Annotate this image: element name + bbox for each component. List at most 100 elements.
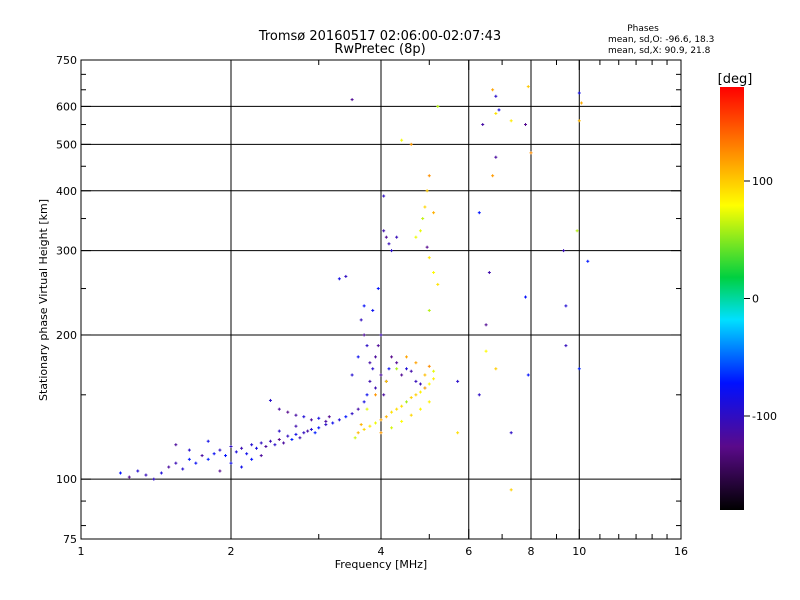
colorbar-ticks: 100 0 -100	[744, 175, 777, 423]
o-mode-echo-point	[376, 344, 380, 348]
x-mode-echo-point	[395, 367, 399, 371]
axis-ticks	[80, 59, 682, 540]
o-mode-echo-point	[418, 382, 422, 386]
o-mode-echo-point	[387, 367, 391, 371]
o-mode-echo-point	[359, 318, 363, 322]
y-tick-label: 200	[56, 329, 77, 342]
o-mode-echo-point	[526, 373, 530, 377]
o-mode-echo-point	[484, 323, 488, 327]
o-mode-echo-point	[376, 287, 380, 291]
x-tick-label: 2	[228, 545, 235, 558]
o-mode-echo-point	[229, 444, 233, 448]
o-mode-echo-point	[327, 415, 331, 419]
colorbar-tick-label: -100	[752, 410, 777, 423]
x-mode-echo-point	[427, 364, 431, 368]
colorbar	[720, 87, 744, 510]
o-mode-echo-point	[390, 249, 394, 253]
o-mode-echo-point	[286, 410, 290, 414]
o-mode-echo-point	[344, 415, 348, 419]
x-mode-echo-point	[579, 101, 583, 105]
o-mode-echo-point	[379, 333, 383, 337]
o-mode-echo-point	[356, 355, 360, 359]
x-mode-echo-point	[379, 431, 383, 435]
x-mode-echo-point	[365, 407, 369, 411]
o-mode-echo-point	[159, 471, 163, 475]
o-mode-echo-point	[218, 469, 222, 473]
o-mode-echo-point	[167, 465, 171, 469]
o-mode-echo-point	[382, 194, 386, 198]
o-mode-echo-point	[206, 439, 210, 443]
o-mode-echo-point	[277, 407, 281, 411]
o-mode-echo-point	[152, 477, 156, 481]
o-mode-echo-point	[356, 407, 360, 411]
y-tick-label: 100	[56, 473, 77, 486]
o-mode-echo-point	[494, 94, 498, 98]
o-mode-echo-point	[229, 461, 233, 465]
o-mode-echo-point	[313, 431, 317, 435]
o-mode-echo-point	[509, 431, 513, 435]
o-mode-echo-point	[264, 444, 268, 448]
x-mode-echo-point	[456, 431, 460, 435]
o-mode-echo-point	[268, 439, 272, 443]
x-mode-echo-point	[432, 369, 436, 373]
o-mode-echo-point	[294, 424, 298, 428]
o-mode-echo-point	[118, 471, 122, 475]
x-mode-echo-point	[418, 229, 422, 233]
o-mode-echo-point	[194, 461, 198, 465]
x-mode-echo-point	[491, 88, 495, 92]
o-mode-echo-point	[309, 418, 313, 422]
x-mode-echo-point	[509, 119, 513, 123]
o-mode-echo-point	[306, 429, 310, 433]
phases-heading: Phases	[627, 24, 659, 34]
o-mode-echo-point	[409, 369, 413, 373]
o-mode-echo-point	[277, 438, 281, 442]
x-mode-echo-point	[432, 377, 436, 381]
o-mode-echo-point	[294, 432, 298, 436]
o-mode-echo-point	[337, 277, 341, 281]
x-mode-echo-point	[432, 211, 436, 215]
colorbar-label: [deg]	[718, 72, 753, 87]
o-mode-echo-point	[564, 304, 568, 308]
o-mode-echo-point	[456, 379, 460, 383]
x-mode-echo-point	[484, 349, 488, 353]
o-mode-echo-point	[365, 344, 369, 348]
o-mode-echo-point	[294, 413, 298, 417]
x-axis-label: Frequency [MHz]	[335, 558, 427, 571]
o-mode-echo-point	[259, 441, 263, 445]
o-mode-echo-point	[324, 423, 328, 427]
x-mode-echo-point	[353, 436, 357, 440]
chart-title: Tromsø 20160517 02:06:00-02:07:43	[258, 29, 501, 44]
o-mode-echo-point	[127, 475, 131, 479]
o-mode-echo-point	[395, 235, 399, 239]
o-mode-echo-point	[317, 416, 321, 420]
o-mode-echo-point	[562, 249, 566, 253]
o-mode-echo-point	[481, 123, 485, 127]
x-mode-echo-point	[384, 415, 388, 419]
x-mode-echo-point	[427, 174, 431, 178]
o-mode-echo-point	[350, 98, 354, 102]
x-mode-echo-point	[409, 396, 413, 400]
x-mode-echo-point	[359, 423, 363, 427]
o-mode-echo-point	[240, 446, 244, 450]
o-mode-echo-point	[368, 361, 372, 365]
x-mode-echo-point	[509, 488, 513, 492]
o-mode-echo-point	[371, 308, 375, 312]
o-mode-echo-point	[395, 361, 399, 365]
x-mode-echo-point	[362, 427, 366, 431]
y-tick-label: 400	[56, 185, 77, 198]
x-mode-echo-point	[409, 142, 413, 146]
x-mode-echo-point	[400, 138, 404, 142]
x-mode-echo-point	[356, 431, 360, 435]
o-mode-echo-point	[286, 434, 290, 438]
o-mode-echo-point	[187, 457, 191, 461]
o-mode-echo-point	[362, 333, 366, 337]
x-mode-echo-point	[577, 119, 581, 123]
o-mode-echo-point	[174, 443, 178, 447]
o-mode-echo-point	[136, 469, 140, 473]
x-mode-echo-point	[384, 379, 388, 383]
x-mode-echo-point	[368, 424, 372, 428]
o-mode-echo-point	[362, 304, 366, 308]
x-mode-echo-point	[390, 410, 394, 414]
o-mode-echo-point	[524, 295, 528, 299]
phases-x-mode-stats: mean, sd,X: 90.9, 21.8	[608, 46, 711, 56]
